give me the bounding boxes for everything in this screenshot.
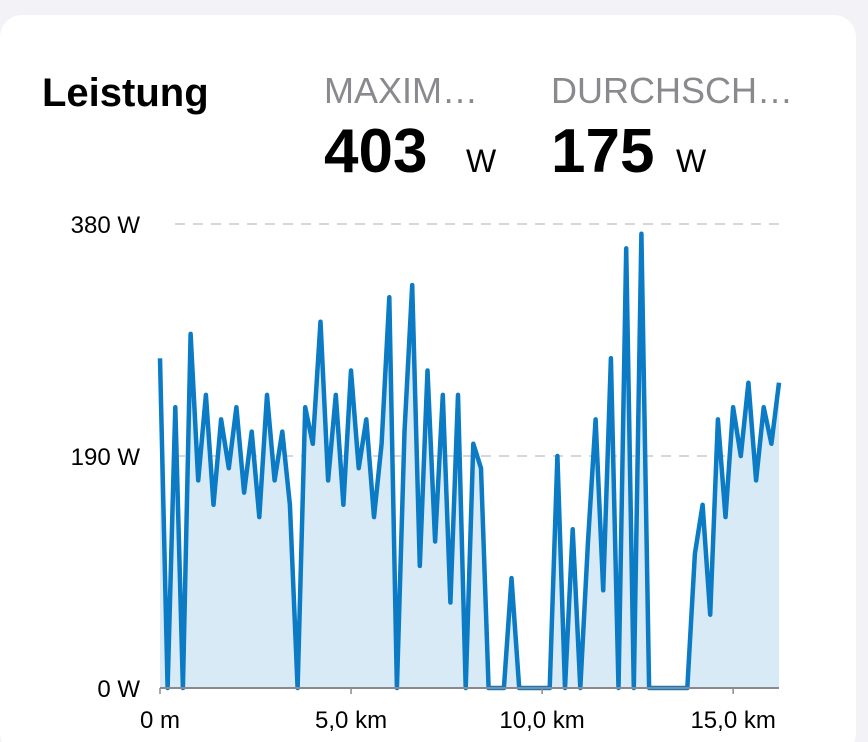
area-fill [160, 233, 779, 689]
card-title: Leistung [42, 71, 209, 115]
max-label: MAXIM… [324, 70, 478, 111]
avg-label: DURCHSCH… [551, 70, 793, 111]
y-tick-label: 190 W [71, 444, 141, 471]
x-tick-label: 10,0 km [499, 707, 584, 734]
avg-unit: W [676, 143, 707, 179]
x-tick-label: 5,0 km [315, 707, 387, 734]
y-tick-label: 0 W [97, 676, 140, 703]
max-unit: W [466, 143, 497, 179]
x-tick-label: 0 m [140, 707, 180, 734]
x-tick-label: 15,0 km [690, 707, 775, 734]
max-value: 403 [324, 117, 427, 186]
avg-value: 175 [551, 117, 654, 186]
y-tick-label: 380 W [71, 212, 141, 239]
